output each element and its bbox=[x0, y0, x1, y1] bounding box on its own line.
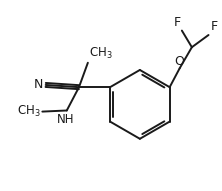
Text: O: O bbox=[175, 55, 184, 68]
Text: CH$_3$: CH$_3$ bbox=[89, 46, 113, 61]
Text: NH: NH bbox=[57, 113, 74, 126]
Text: F: F bbox=[210, 20, 217, 33]
Text: CH$_3$: CH$_3$ bbox=[17, 104, 41, 119]
Text: N: N bbox=[34, 79, 43, 91]
Text: F: F bbox=[174, 16, 181, 29]
